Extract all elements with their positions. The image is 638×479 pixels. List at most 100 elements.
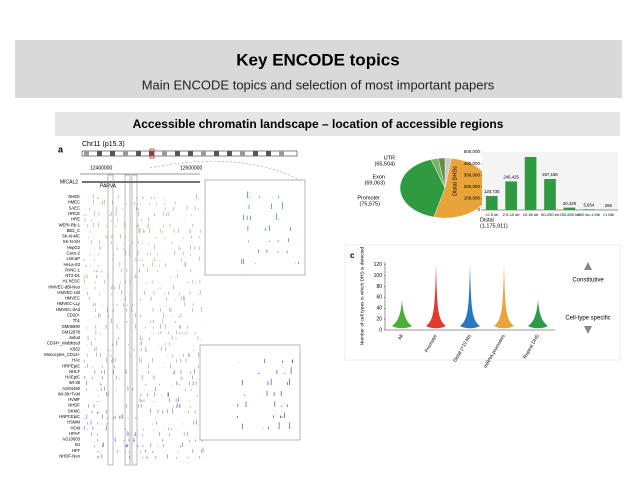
cell-line: K562 (70, 346, 80, 351)
x-tick-label: >1 Mb (603, 212, 615, 217)
violin (528, 300, 548, 329)
bar (485, 195, 498, 210)
cell-line: HepG2 (67, 245, 81, 250)
ideogram-highlight (149, 148, 155, 159)
cell-line: H1 hESC (63, 279, 80, 284)
header-band (15, 40, 622, 98)
cell-line: Th1 (73, 318, 81, 323)
bar (544, 179, 556, 210)
cell-line: CD34+_Mobilized (47, 341, 81, 346)
bar (583, 209, 595, 210)
note: Cell-type specific (565, 316, 610, 322)
y-axis-label: Number of cell types in which DHS is det… (359, 246, 365, 345)
pie-label: UTR (384, 155, 395, 161)
ideogram-band (201, 151, 206, 156)
y-tick-label: 0 (477, 207, 480, 212)
x-tick-label: All (397, 334, 405, 342)
inset (204, 179, 306, 276)
pie-value-label: (65,504) (375, 161, 396, 167)
bar-value-label: 120,735 (484, 189, 500, 194)
bar-value-label: 267,156 (542, 172, 558, 177)
bar-value-label: 5,664 (583, 202, 594, 207)
cell-line: PANC-1 (65, 267, 81, 272)
ideogram-band (253, 151, 258, 156)
cell-line: LNCaP (67, 256, 81, 261)
ideogram-band (149, 151, 154, 156)
cell-line: HMVEC-LBl (57, 290, 80, 295)
cell-line: NT2-D1 (65, 273, 80, 278)
chromosome: Chr11 (p15.3) (82, 141, 125, 148)
cell-line: HeLa-S3 (63, 262, 80, 267)
cell-line: HCM (70, 425, 80, 430)
section-title: Accessible chromatin landscape – locatio… (133, 117, 504, 131)
violin (392, 300, 412, 329)
ideogram-band (240, 151, 245, 156)
y-tick-label: 200,000 (464, 184, 481, 189)
y-tick-label: 300,000 (464, 172, 481, 177)
pie-value-label: (1,175,911) (480, 223, 508, 229)
figure: a Chr11 (p15.3) 12400000 12600000 MICAL2 PARV… (44, 141, 621, 466)
coordinate: 12400000 (90, 165, 112, 171)
cell-line: CD20+ (67, 313, 81, 318)
slide-subtitle: Main ENCODE topics and selection of most… (142, 77, 495, 92)
bar-value-label: 20,429 (563, 201, 577, 206)
cell-line: HRCE (68, 211, 80, 216)
cell-line: BE2_C (67, 228, 80, 233)
cell-line: HMVEC-dBl-Neo (48, 284, 80, 289)
cell-line: HRPEpiC (62, 363, 80, 368)
pie-label: Distal (480, 217, 494, 223)
cell-line: Monocytes_CD14+ (44, 352, 80, 357)
ideogram-band (136, 151, 141, 156)
cell-line: GM12878 (62, 329, 81, 334)
inset (199, 344, 301, 441)
highlight-column (124, 174, 131, 466)
bar (563, 207, 576, 210)
y-tick-label: 100 (374, 273, 383, 279)
cell-line: WI-38 (69, 380, 81, 385)
cell-line: NHEK (68, 194, 80, 199)
slide-title: Key ENCODE topics (236, 50, 399, 69)
pie-label: Promoter (357, 195, 380, 201)
section-band (55, 112, 620, 136)
cell-line: SK-N-MC (62, 234, 80, 239)
cell-line: HFF (72, 448, 81, 453)
pie-value-label: (75,575) (360, 201, 381, 207)
violin (426, 264, 446, 329)
cell-line: SKMC (68, 408, 80, 413)
y-tick-label: 120 (374, 262, 383, 268)
bar-value-label: 246,425 (503, 175, 519, 180)
cell-line: HNPCEpiC (59, 414, 80, 419)
cell-line: WERI-Rb-1 (59, 222, 81, 227)
pie-label: Exon (372, 174, 385, 180)
ideogram-band (214, 151, 219, 156)
x-tick-label: 500 kb-1 Mb (578, 212, 601, 217)
x-tick-label: 250-500 kb (559, 212, 580, 217)
cell-line: Jurkat (69, 335, 81, 340)
ideogram-band (227, 151, 232, 156)
violin (460, 264, 480, 329)
y-tick-label: 60 (376, 295, 382, 301)
cell-line: HMVEC-LLy (57, 301, 81, 306)
gene: PARVA (100, 183, 117, 189)
y-tick-label: 100,000 (464, 196, 481, 201)
cell-line: GM06990 (62, 324, 81, 329)
cell-line: NHDF-Neo (59, 453, 80, 458)
cell-line: HAEpiC (65, 375, 80, 380)
zoom-arc (149, 160, 301, 181)
gene: MICAL2 (60, 179, 78, 185)
bar-value-label: 266 (605, 203, 613, 208)
pie-slice (437, 157, 446, 189)
cell-line: WI-38+TAM (58, 391, 81, 396)
ideogram-band (175, 151, 180, 156)
bar (524, 156, 537, 210)
highlight-column (107, 174, 114, 466)
panel-label: a (58, 144, 64, 154)
ideogram-band (110, 151, 115, 156)
y-tick-label: 40 (376, 306, 382, 312)
ideogram-band (84, 151, 89, 156)
cell-line: BJ (75, 442, 80, 447)
coordinate: 12600000 (180, 165, 202, 171)
bar (505, 181, 517, 210)
pie-slice (399, 159, 446, 218)
